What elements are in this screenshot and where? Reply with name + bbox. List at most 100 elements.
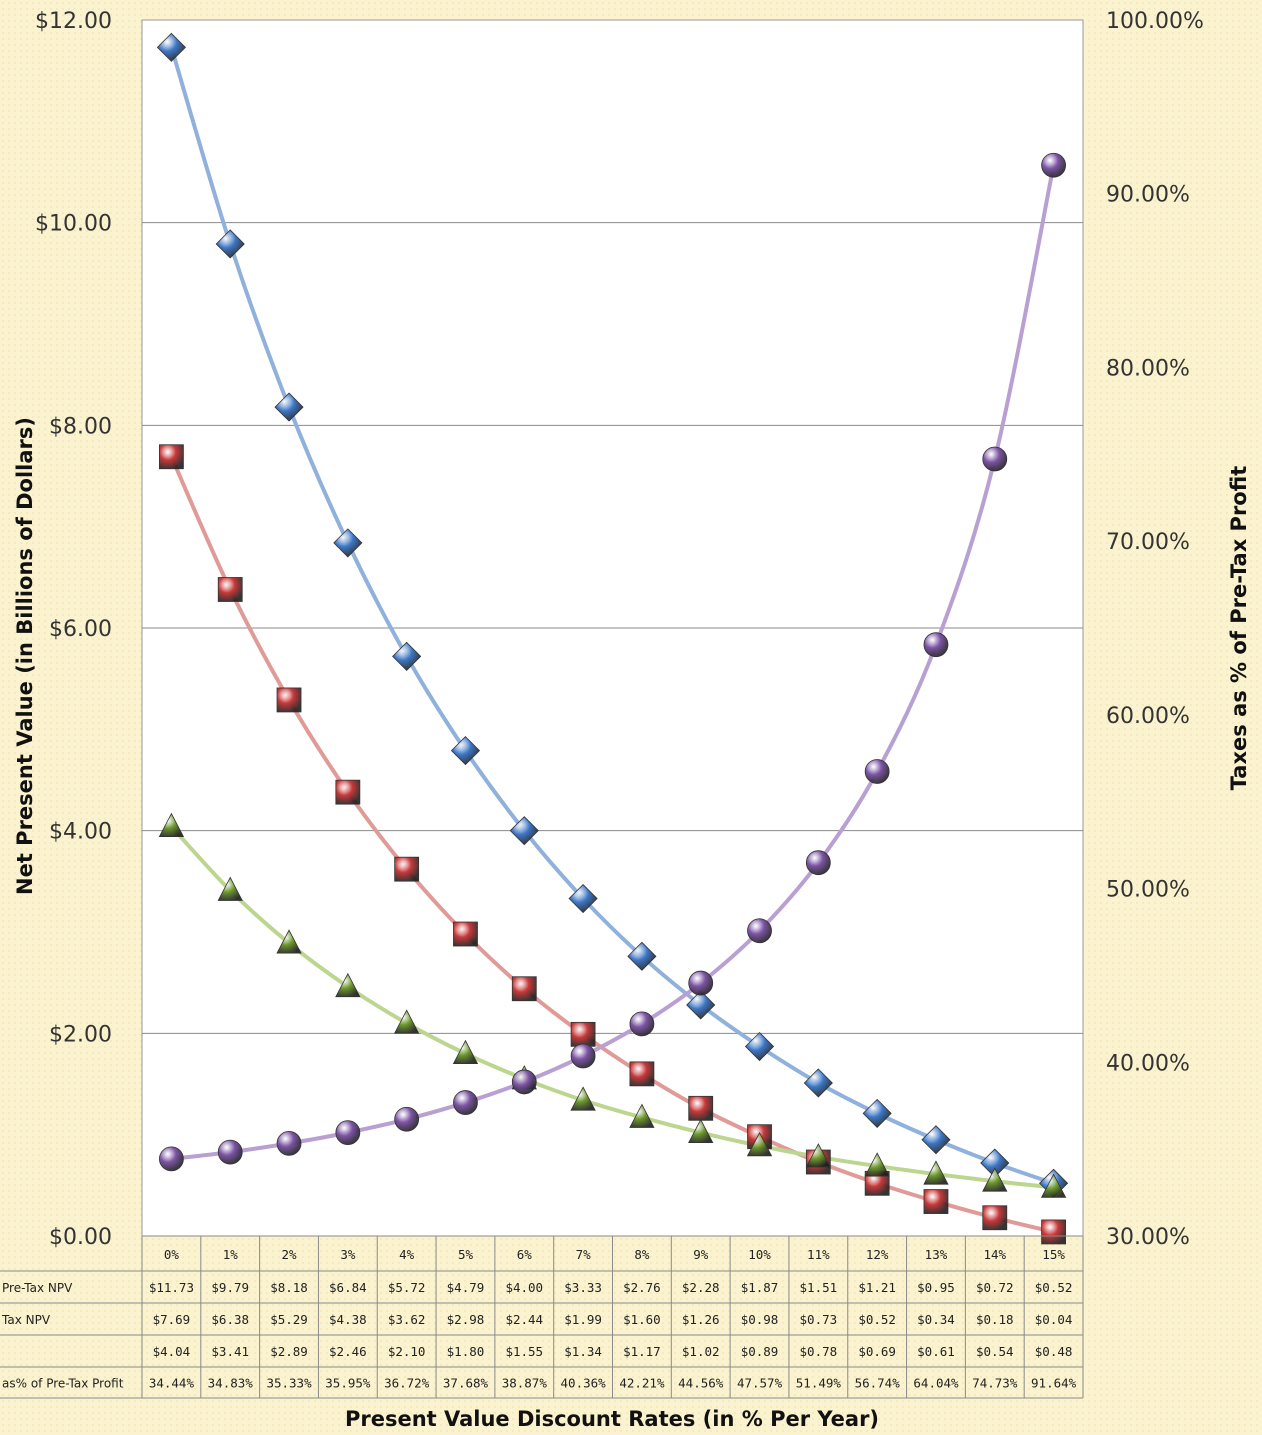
marker-diamond (509, 816, 539, 846)
marker-triangle (746, 1131, 773, 1157)
table-cell: $4.79 (447, 1280, 485, 1295)
table-cell: $1.87 (741, 1280, 779, 1295)
table-cell: $8.18 (270, 1280, 308, 1295)
x-tick-label: 7% (576, 1247, 592, 1262)
marker-square (511, 976, 537, 1002)
marker-triangle (217, 876, 243, 901)
x-tick-label: 9% (693, 1247, 709, 1262)
marker-diamond (568, 883, 598, 914)
marker-diamond (803, 1068, 833, 1098)
y-left-tick-label: $4.00 (49, 820, 112, 845)
table-cell: $2.28 (682, 1280, 720, 1295)
y-right-tick-label: 80.00% (1106, 356, 1190, 381)
table-cell: $11.73 (149, 1280, 194, 1295)
marker-circle (159, 1146, 184, 1172)
x-tick-label: 14% (983, 1247, 1006, 1262)
table-cell: $0.73 (800, 1312, 838, 1327)
marker-circle (394, 1106, 420, 1132)
x-tick-label: 2% (282, 1247, 298, 1262)
y-axis-left-title: Net Present Value (in Billions of Dollar… (13, 417, 37, 895)
marker-diamond (215, 229, 245, 259)
x-tick-label: 13% (925, 1247, 948, 1262)
marker-triangle (393, 1009, 420, 1034)
table-cell: $2.76 (623, 1280, 661, 1295)
table-cell: $0.52 (858, 1312, 896, 1327)
table-cell: $1.21 (858, 1280, 896, 1295)
y-right-tick-label: 70.00% (1106, 530, 1190, 555)
marker-circle (923, 632, 949, 658)
marker-square (923, 1189, 949, 1214)
table-cell: 34.83% (208, 1376, 254, 1391)
x-tick-label: 0% (164, 1247, 180, 1262)
table-cell: 91.64% (1031, 1376, 1077, 1391)
marker-square (1041, 1219, 1066, 1245)
marker-circle (864, 759, 890, 784)
table-cell: $2.89 (270, 1344, 308, 1359)
table-cell: $2.46 (329, 1344, 367, 1359)
table-cell: $5.29 (270, 1312, 308, 1327)
table-cell: $1.17 (623, 1344, 661, 1359)
marker-square (276, 687, 302, 713)
table-cell: $2.44 (505, 1312, 543, 1327)
marker-triangle (452, 1039, 479, 1064)
x-tick-label: 12% (866, 1247, 889, 1262)
marker-circle (1041, 152, 1066, 178)
marker-diamond (862, 1098, 892, 1128)
marker-square (453, 921, 478, 947)
marker-circle (688, 970, 714, 996)
table-cell: $7.69 (153, 1312, 191, 1327)
table-row-label: as% of Pre-Tax Profit (2, 1377, 124, 1391)
x-tick-label: 5% (458, 1247, 474, 1262)
table-row-label: Tax NPV (1, 1313, 51, 1327)
table-cell: $0.69 (858, 1344, 896, 1359)
marker-circle (629, 1011, 655, 1037)
table-cell: $3.33 (564, 1280, 602, 1295)
table-cell: $3.41 (211, 1344, 249, 1359)
y-right-tick-label: 40.00% (1106, 1051, 1190, 1076)
y-axis-right-title: Taxes as % of Pre-Tax Profit (1227, 466, 1251, 791)
table-cell: $1.51 (800, 1280, 838, 1295)
table-cell: $2.10 (388, 1344, 426, 1359)
marker-triangle (335, 972, 361, 998)
marker-triangle (158, 812, 185, 838)
y-left-tick-label: $2.00 (49, 1022, 112, 1047)
table-cell: $0.48 (1035, 1344, 1073, 1359)
table-cell: $9.79 (211, 1280, 249, 1295)
x-tick-label: 15% (1042, 1247, 1065, 1262)
table-cell: $0.72 (976, 1280, 1014, 1295)
y-right-tick-label: 50.00% (1106, 878, 1190, 903)
marker-circle (747, 918, 772, 944)
marker-circle (453, 1090, 478, 1115)
marker-triangle (805, 1143, 832, 1168)
table-cell: $4.38 (329, 1312, 367, 1327)
marker-square (570, 1021, 596, 1047)
marker-square (629, 1061, 655, 1087)
table-cell: $0.61 (917, 1344, 955, 1359)
table-cell: $0.04 (1035, 1312, 1073, 1327)
table-cell: $1.26 (682, 1312, 720, 1327)
table-cell: $0.95 (917, 1280, 955, 1295)
x-tick-label: 3% (340, 1247, 356, 1262)
marker-triangle (276, 929, 302, 954)
table-cell: 42.21% (619, 1376, 665, 1391)
marker-diamond (274, 392, 304, 422)
y-left-tick-label: $12.00 (35, 9, 112, 34)
table-cell: $4.04 (153, 1344, 191, 1359)
marker-circle (805, 850, 831, 876)
marker-circle (570, 1043, 596, 1069)
marker-triangle (629, 1103, 655, 1128)
marker-diamond (921, 1125, 951, 1155)
table-cell: $1.99 (564, 1312, 602, 1327)
table-cell: $1.55 (505, 1344, 543, 1359)
marker-triangle (864, 1152, 890, 1177)
table-cell: $1.60 (623, 1312, 661, 1327)
table-cell: 47.57% (737, 1376, 783, 1391)
table-cell: $0.78 (800, 1344, 838, 1359)
table-cell: 37.68% (443, 1376, 489, 1391)
table-cell: 40.36% (561, 1376, 607, 1391)
marker-square (217, 577, 243, 602)
table-cell: $3.62 (388, 1312, 426, 1327)
marker-triangle (982, 1167, 1008, 1192)
table-cell: $0.54 (976, 1344, 1014, 1359)
